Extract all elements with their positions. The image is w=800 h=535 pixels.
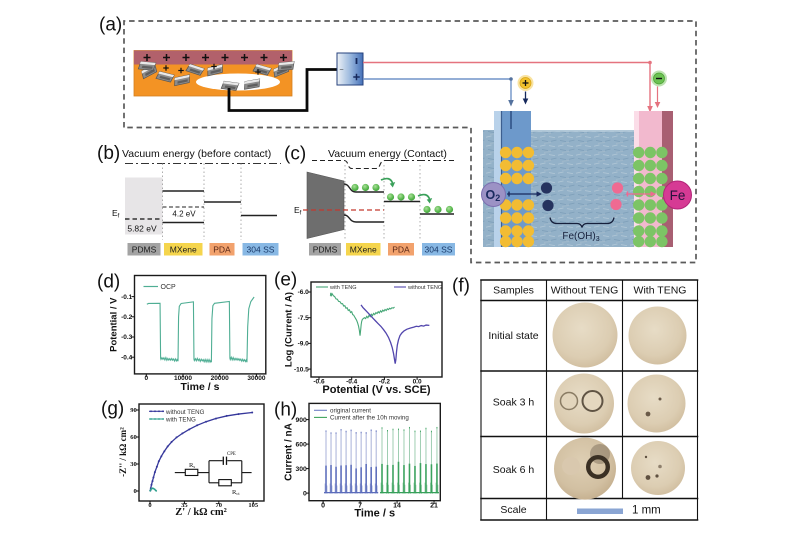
svg-text:0: 0 <box>148 502 151 509</box>
svg-text:30000: 30000 <box>247 375 265 382</box>
svg-text:0: 0 <box>321 503 325 510</box>
svg-text:20000: 20000 <box>211 375 229 382</box>
svg-text:7: 7 <box>358 503 362 510</box>
svg-text:Log (Current / A): Log (Current / A) <box>284 292 295 367</box>
svg-text:With TENG: With TENG <box>634 284 687 296</box>
svg-text:MXene: MXene <box>350 245 377 255</box>
svg-text:0.0: 0.0 <box>413 378 422 385</box>
svg-text:PDA: PDA <box>213 245 231 255</box>
svg-text:MXene: MXene <box>170 245 197 255</box>
svg-text:without TENG: without TENG <box>165 409 205 416</box>
svg-text:10000: 10000 <box>174 375 192 382</box>
svg-text:0: 0 <box>134 488 137 495</box>
svg-text:-0.6: -0.6 <box>313 378 325 385</box>
svg-text:14: 14 <box>393 503 401 510</box>
svg-text:-0.2: -0.2 <box>379 378 391 385</box>
svg-text:Without TENG: Without TENG <box>551 284 619 296</box>
svg-text:30: 30 <box>130 461 137 468</box>
svg-text:Time / s: Time / s <box>354 508 395 520</box>
svg-text:-Z'' / kΩ cm²: -Z'' / kΩ cm² <box>118 427 128 477</box>
svg-text:-0.4: -0.4 <box>346 378 358 385</box>
svg-text:90: 90 <box>130 407 137 414</box>
svg-text:Z' / kΩ cm²: Z' / kΩ cm² <box>175 507 227 518</box>
svg-text:original current: original current <box>330 408 371 415</box>
svg-text:Soak 3 h: Soak 3 h <box>493 397 535 409</box>
svg-text:-6.0: -6.0 <box>298 289 310 296</box>
svg-text:70: 70 <box>216 502 223 509</box>
svg-text:Fe: Fe <box>670 188 686 203</box>
svg-text:PDA: PDA <box>392 245 410 255</box>
svg-text:Scale: Scale <box>500 504 526 516</box>
svg-text:with TENG: with TENG <box>329 285 357 291</box>
svg-text:304 SS: 304 SS <box>425 245 453 255</box>
svg-text:(d): (d) <box>97 272 120 293</box>
svg-text:-0.1: -0.1 <box>121 294 133 301</box>
svg-text:Time / s: Time / s <box>181 381 220 393</box>
svg-text:Fe(OH)3: Fe(OH)3 <box>562 231 599 243</box>
svg-text:Current after the 10h moving: Current after the 10h moving <box>330 415 409 422</box>
svg-text:Vacuum energy (Contact): Vacuum energy (Contact) <box>328 148 447 160</box>
svg-text:(c): (c) <box>284 144 306 165</box>
svg-text:Initial state: Initial state <box>488 330 538 342</box>
svg-text:(e): (e) <box>274 270 297 291</box>
svg-text:Potential (V vs. SCE): Potential (V vs. SCE) <box>322 384 431 396</box>
svg-text:Rct: Rct <box>232 489 240 496</box>
svg-text:21: 21 <box>430 503 438 510</box>
svg-text:Potential / V: Potential / V <box>109 297 120 352</box>
svg-text:Current / nA: Current / nA <box>284 423 295 481</box>
svg-text:~: ~ <box>339 67 343 74</box>
svg-text:300: 300 <box>295 466 307 473</box>
svg-text:105: 105 <box>248 502 259 509</box>
svg-text:(b): (b) <box>97 143 120 164</box>
svg-text:-7.5: -7.5 <box>298 315 310 322</box>
svg-text:-0.3: -0.3 <box>121 334 133 341</box>
svg-text:Vacuum energy (before contact): Vacuum energy (before contact) <box>122 148 271 160</box>
svg-text:Ef: Ef <box>294 205 302 217</box>
svg-text:PDMS: PDMS <box>132 245 157 255</box>
svg-text:(f): (f) <box>452 276 470 297</box>
svg-text:Samples: Samples <box>493 284 534 296</box>
svg-text:with TENG: with TENG <box>165 417 196 424</box>
svg-text:1 mm: 1 mm <box>632 505 661 517</box>
svg-text:60: 60 <box>130 434 137 441</box>
svg-text:35: 35 <box>181 502 188 509</box>
svg-text:(a): (a) <box>99 15 122 36</box>
svg-text:Ef: Ef <box>112 208 120 220</box>
svg-text:without TENG: without TENG <box>407 285 442 291</box>
svg-text:(g): (g) <box>101 399 124 420</box>
svg-text:304 SS: 304 SS <box>247 245 275 255</box>
svg-text:Rs: Rs <box>189 462 195 469</box>
svg-text:OCP: OCP <box>161 284 177 291</box>
svg-text:-9.0: -9.0 <box>298 341 310 348</box>
svg-text:0: 0 <box>144 375 148 382</box>
svg-text:-0.4: -0.4 <box>121 354 133 361</box>
svg-text:Soak 6 h: Soak 6 h <box>493 464 535 476</box>
svg-text:CPE: CPE <box>227 452 236 457</box>
svg-text:(h): (h) <box>274 400 297 421</box>
svg-text:900: 900 <box>295 417 307 424</box>
svg-text:4.2 eV: 4.2 eV <box>172 210 196 219</box>
svg-text:-10.5: -10.5 <box>294 366 309 373</box>
svg-text:0: 0 <box>303 491 307 498</box>
svg-text:5.82 eV: 5.82 eV <box>127 224 157 234</box>
svg-text:PDMS: PDMS <box>313 245 338 255</box>
svg-text:600: 600 <box>295 441 307 448</box>
svg-text:-0.2: -0.2 <box>121 314 133 321</box>
